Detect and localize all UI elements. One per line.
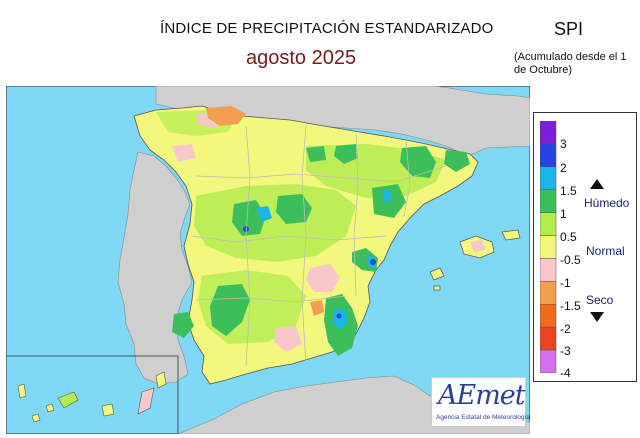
zone-dry bbox=[274, 326, 302, 352]
zone-wet bbox=[372, 184, 406, 218]
zone-moderately-wet bbox=[194, 184, 356, 262]
zone-very-wet bbox=[382, 190, 392, 202]
island-el-hierro bbox=[31, 413, 41, 423]
legend-tick: -0.5 bbox=[560, 253, 581, 267]
zone-wet bbox=[306, 146, 326, 162]
legend-tick: -2 bbox=[560, 322, 571, 336]
logo-wordmark: AEmet bbox=[438, 380, 526, 411]
legend-tick: -4 bbox=[560, 366, 571, 380]
zone-wet bbox=[172, 312, 194, 338]
legend: 3 2 1.5 1 0.5 -0.5 -1 -1.5 -2 -3 -4 Húme… bbox=[533, 112, 637, 382]
legend-swatch bbox=[540, 143, 557, 168]
zone-moderately-dry bbox=[206, 106, 246, 126]
zone-dry bbox=[172, 144, 196, 162]
legend-swatch bbox=[540, 212, 557, 236]
map-title: ÍNDICE DE PRECIPITACIÓN ESTANDARIZADO bbox=[160, 20, 494, 37]
zone-wet bbox=[276, 194, 312, 224]
accumulation-note: (Acumulado desde el 1 de Octubre) bbox=[514, 51, 627, 76]
legend-swatch bbox=[540, 189, 557, 213]
legend-tick: -1.5 bbox=[560, 299, 581, 313]
island-fuerteventura bbox=[137, 387, 155, 415]
zone-wet bbox=[400, 146, 436, 178]
aemet-logo: AEmet Agencia Estatal de Meteorología bbox=[431, 377, 530, 427]
legend-tick: 1 bbox=[560, 207, 567, 221]
zone-moderately-dry bbox=[310, 300, 324, 316]
island-tenerife bbox=[57, 391, 79, 409]
legend-tick: 0.5 bbox=[560, 230, 577, 244]
island-la-gomera bbox=[45, 403, 55, 413]
legend-tick: -3 bbox=[560, 344, 571, 358]
legend-tick: 3 bbox=[560, 137, 567, 151]
island-formentera bbox=[433, 285, 441, 291]
zone-wet bbox=[210, 284, 250, 336]
island-ibiza bbox=[429, 267, 445, 281]
legend-category-normal: Normal bbox=[586, 244, 625, 258]
legend-category-dry: Seco bbox=[586, 293, 614, 307]
wet-arrow-icon bbox=[590, 179, 604, 189]
map-period: agosto 2025 bbox=[246, 47, 357, 69]
island-lanzarote bbox=[155, 371, 167, 389]
zone-extremely-wet bbox=[370, 259, 376, 265]
spi-map bbox=[6, 86, 530, 434]
index-code: SPI bbox=[554, 19, 584, 39]
legend-tick: 2 bbox=[560, 161, 567, 175]
legend-swatch bbox=[540, 258, 557, 282]
legend-swatch bbox=[540, 326, 557, 351]
zone-very-wet bbox=[332, 308, 348, 330]
island-gran-canaria bbox=[101, 403, 115, 417]
island-la-palma bbox=[17, 383, 27, 399]
legend-swatch bbox=[540, 166, 557, 190]
canary-inset-frame bbox=[6, 355, 179, 434]
legend-swatch bbox=[540, 304, 557, 328]
legend-tick: 1.5 bbox=[560, 184, 577, 198]
legend-tick: -1 bbox=[560, 276, 571, 290]
zone-wet bbox=[334, 144, 358, 164]
legend-category-wet: Húmedo bbox=[584, 196, 630, 210]
legend-swatch bbox=[540, 349, 557, 373]
island-mallorca-dry bbox=[470, 240, 486, 252]
zone-wet bbox=[444, 150, 470, 172]
zone-extremely-wet bbox=[336, 313, 342, 319]
zone-dry bbox=[306, 264, 340, 292]
legend-colorbar bbox=[540, 121, 557, 373]
legend-swatch bbox=[540, 281, 557, 305]
logo-org-name: Agencia Estatal de Meteorología bbox=[436, 414, 530, 421]
zone-extremely-wet bbox=[243, 226, 249, 232]
island-menorca bbox=[501, 229, 521, 241]
zone-very-wet bbox=[256, 206, 272, 222]
legend-swatch bbox=[540, 121, 557, 145]
legend-swatch bbox=[540, 235, 557, 259]
dry-arrow-icon bbox=[590, 312, 604, 322]
province-borders bbox=[191, 125, 447, 367]
